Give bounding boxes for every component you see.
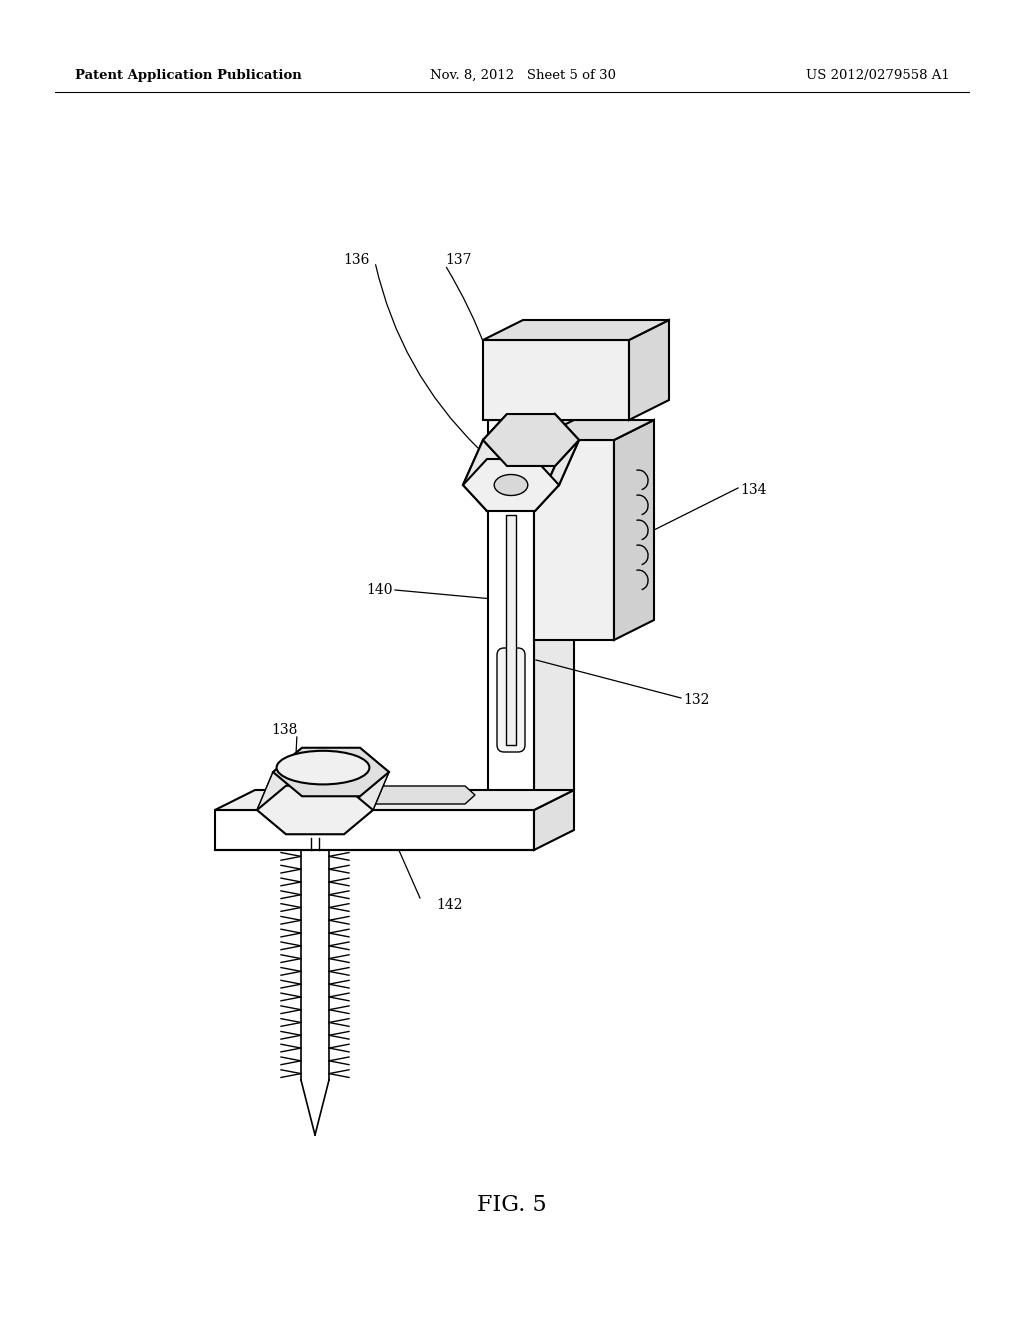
Text: 140: 140: [367, 583, 393, 597]
Polygon shape: [483, 414, 579, 466]
Polygon shape: [506, 515, 516, 744]
Polygon shape: [286, 747, 360, 785]
Ellipse shape: [276, 751, 370, 784]
Text: 134: 134: [740, 483, 767, 498]
Polygon shape: [355, 785, 475, 804]
Polygon shape: [488, 400, 574, 420]
Polygon shape: [344, 772, 389, 834]
Polygon shape: [215, 789, 574, 810]
Polygon shape: [534, 440, 614, 640]
Polygon shape: [483, 319, 669, 341]
Text: 138: 138: [271, 723, 298, 737]
Polygon shape: [535, 414, 579, 484]
Polygon shape: [534, 400, 574, 810]
Ellipse shape: [495, 474, 527, 495]
Text: 136: 136: [344, 253, 370, 267]
Text: 137: 137: [445, 253, 471, 267]
Polygon shape: [257, 747, 302, 810]
Polygon shape: [463, 440, 507, 511]
Text: 142: 142: [437, 898, 463, 912]
Polygon shape: [629, 319, 669, 420]
Polygon shape: [535, 440, 579, 511]
Polygon shape: [614, 420, 654, 640]
Polygon shape: [488, 420, 534, 810]
Text: 132: 132: [683, 693, 710, 708]
Polygon shape: [483, 341, 629, 420]
Text: FIG. 5: FIG. 5: [477, 1195, 547, 1216]
Polygon shape: [534, 420, 654, 440]
Text: Patent Application Publication: Patent Application Publication: [75, 69, 302, 82]
Polygon shape: [257, 785, 373, 834]
Polygon shape: [534, 789, 574, 850]
Polygon shape: [344, 747, 389, 810]
Polygon shape: [487, 466, 555, 511]
Polygon shape: [257, 772, 302, 834]
Text: US 2012/0279558 A1: US 2012/0279558 A1: [806, 69, 950, 82]
Polygon shape: [215, 810, 534, 850]
Polygon shape: [273, 747, 389, 796]
Text: Nov. 8, 2012   Sheet 5 of 30: Nov. 8, 2012 Sheet 5 of 30: [430, 69, 616, 82]
Polygon shape: [463, 459, 559, 511]
FancyBboxPatch shape: [497, 648, 525, 752]
Polygon shape: [463, 414, 507, 484]
